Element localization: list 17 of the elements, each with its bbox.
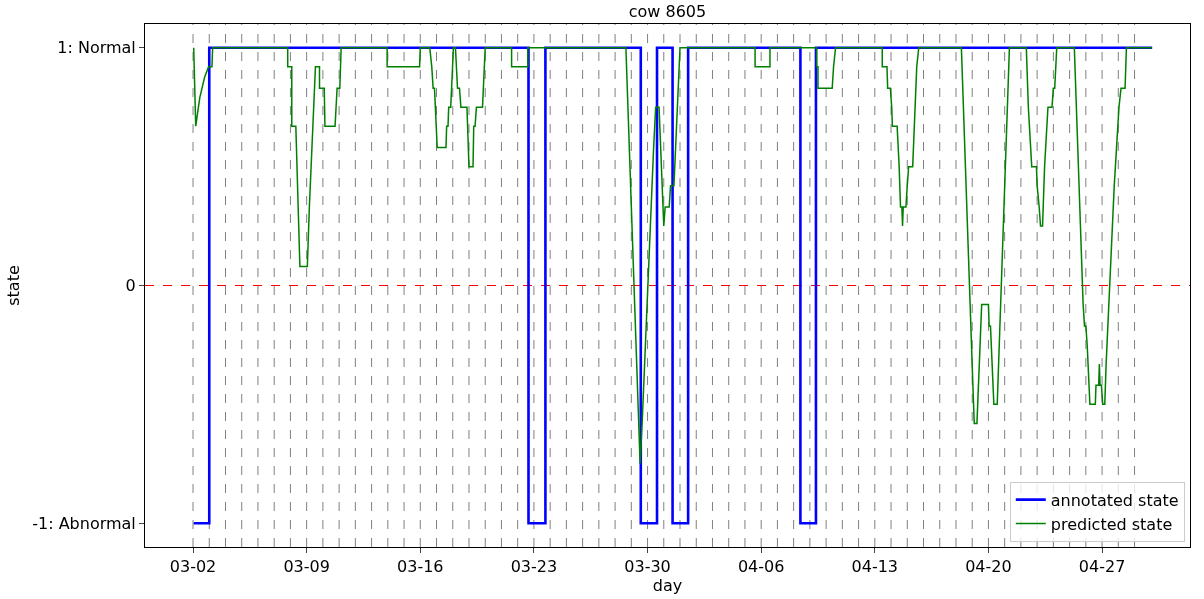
x-tick-label: 04-13	[851, 557, 899, 577]
y-axis-title: state	[4, 265, 24, 306]
x-tick-label: 03-16	[397, 557, 444, 577]
legend-label: predicted state	[1050, 514, 1173, 534]
x-tick-label: 03-02	[169, 557, 217, 577]
x-tick-label: 04-27	[1078, 557, 1126, 577]
x-tick-label: 04-20	[965, 557, 1012, 577]
x-tick-label: 03-30	[624, 557, 671, 577]
x-tick-label: 03-23	[510, 557, 558, 577]
x-tick-label: 04-06	[737, 557, 785, 577]
x-axis-title: day	[652, 576, 683, 596]
legend-label: annotated state	[1050, 490, 1179, 510]
y-tick-label: 1: Normal	[57, 38, 136, 58]
chart-title: cow 8605	[628, 2, 707, 22]
y-tick-label: 0	[125, 276, 136, 296]
y-tick-label: -1: Abnormal	[32, 513, 136, 533]
x-tick-label: 03-09	[283, 557, 330, 577]
